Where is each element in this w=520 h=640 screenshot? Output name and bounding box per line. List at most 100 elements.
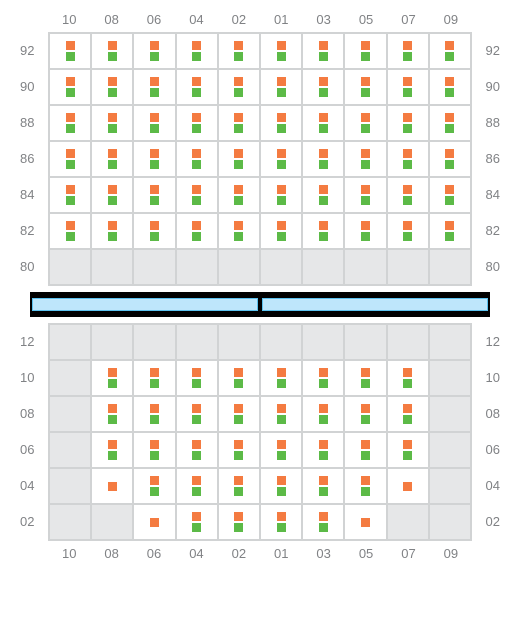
marker-top [361,368,370,377]
cell-empty [429,396,471,432]
marker-top [319,221,328,230]
cell-seat [176,105,218,141]
cell-seat [176,141,218,177]
marker-top [108,482,117,491]
marker-bottom [234,196,243,205]
cell-seat [302,33,344,69]
marker-bottom [445,52,454,61]
cell-seat [344,141,386,177]
marker-top [192,41,201,50]
cell-seat [133,105,175,141]
marker-bottom [108,88,117,97]
cell-empty [49,468,91,504]
marker-bottom [150,379,159,388]
divider-band [30,292,490,317]
col-label: 09 [430,546,472,561]
marker-top [445,149,454,158]
marker-bottom [403,124,412,133]
cell-seat [133,432,175,468]
cell-seat [49,177,91,213]
row-label: 12 [20,323,34,359]
cell-empty [49,396,91,432]
cell-seat [302,396,344,432]
marker-bottom [66,52,75,61]
marker-bottom [192,523,201,532]
marker-top [192,77,201,86]
marker-bottom [150,196,159,205]
cell-seat [49,33,91,69]
marker-bottom [192,232,201,241]
cell-seat [344,504,386,540]
col-label: 05 [345,546,387,561]
marker-top [234,512,243,521]
cell-seat [387,213,429,249]
marker-bottom [234,487,243,496]
marker-bottom [234,451,243,460]
col-labels-bottom: 10080604020103050709 [48,546,472,561]
cell-empty [387,324,429,360]
grid-row [49,396,471,432]
marker-bottom [234,88,243,97]
marker-bottom [108,124,117,133]
grid-row [49,504,471,540]
marker-bottom [234,124,243,133]
marker-bottom [403,379,412,388]
grid-row [49,324,471,360]
cell-seat [218,177,260,213]
cell-seat [49,213,91,249]
marker-top [361,221,370,230]
cell-seat [218,33,260,69]
cell-seat [176,69,218,105]
col-label: 04 [175,546,217,561]
cell-seat [344,396,386,432]
marker-top [319,368,328,377]
cell-empty [429,324,471,360]
marker-top [234,476,243,485]
row-label: 06 [20,431,34,467]
marker-bottom [234,160,243,169]
cell-empty [133,249,175,285]
cell-seat [218,213,260,249]
marker-top [319,113,328,122]
marker-bottom [192,196,201,205]
marker-top [361,185,370,194]
marker-top [361,476,370,485]
col-label: 07 [387,546,429,561]
cell-empty [133,324,175,360]
marker-bottom [319,232,328,241]
marker-top [234,77,243,86]
marker-top [403,368,412,377]
cell-seat [133,33,175,69]
row-labels-right: 92908886848280 [486,32,500,284]
cell-seat [176,504,218,540]
cell-seat [218,432,260,468]
row-label: 08 [486,395,500,431]
marker-bottom [150,124,159,133]
cell-seat [133,141,175,177]
marker-bottom [277,88,286,97]
col-label: 09 [430,12,472,27]
row-label: 92 [20,32,34,68]
col-label: 08 [90,546,132,561]
marker-bottom [403,232,412,241]
marker-top [361,113,370,122]
marker-top [445,113,454,122]
marker-bottom [108,160,117,169]
marker-top [319,77,328,86]
marker-top [192,512,201,521]
cell-seat [344,432,386,468]
cell-seat [260,504,302,540]
cell-seat [387,69,429,105]
marker-bottom [150,88,159,97]
marker-bottom [108,196,117,205]
marker-top [108,185,117,194]
cell-empty [49,249,91,285]
marker-top [150,185,159,194]
cell-empty [387,249,429,285]
marker-top [234,368,243,377]
marker-top [361,518,370,527]
lower-section: 1210080604021210080604021008060402010305… [48,323,472,541]
cell-seat [344,468,386,504]
marker-bottom [192,88,201,97]
marker-bottom [277,415,286,424]
